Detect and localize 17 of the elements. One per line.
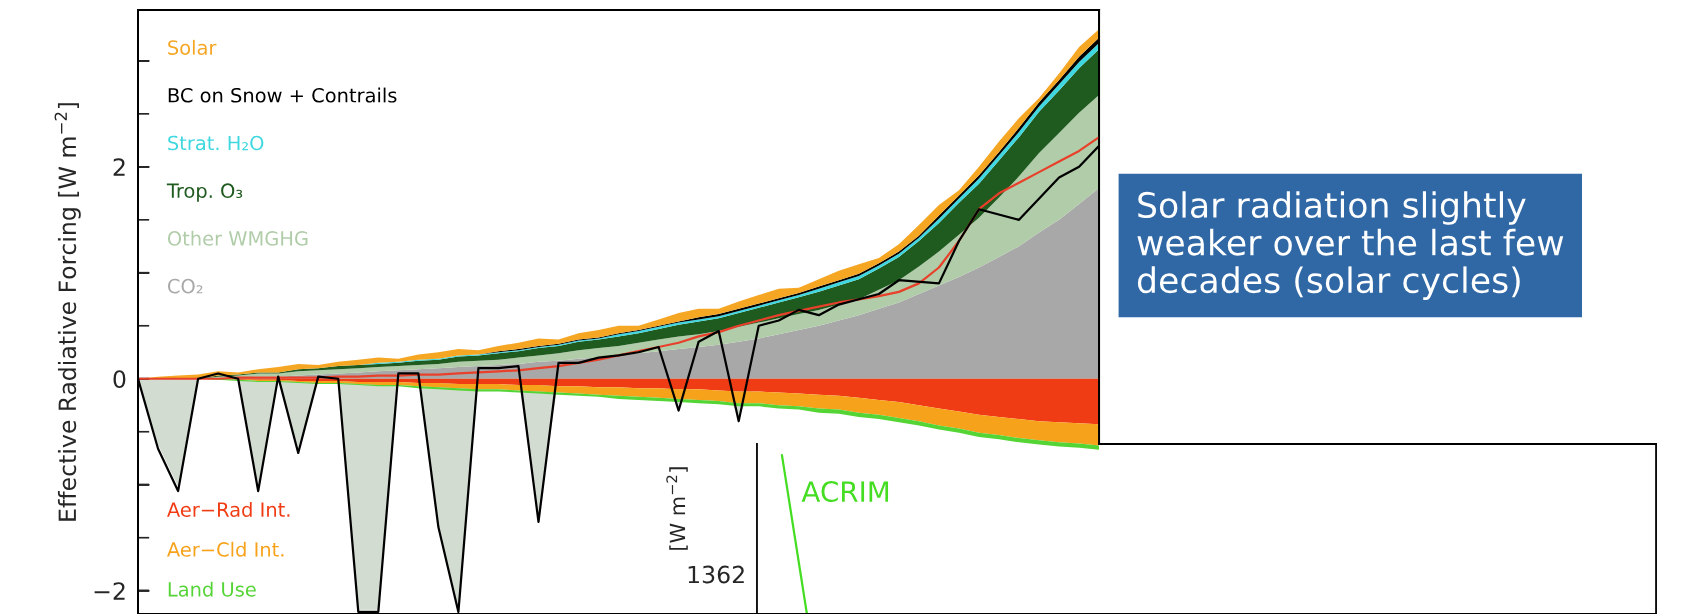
y-tick-label: 0 (113, 370, 126, 389)
text: BC on Snow + Contrails (168, 87, 397, 103)
y-axis-title: [W m$^{−2}$] (666, 467, 688, 550)
y-axis-title: Effective Radiative Forcing [W m$^{−2}$] (54, 103, 81, 521)
text: Solar (168, 39, 217, 55)
series-label: ACRIM (801, 481, 889, 503)
text: Aer−Rad Int. (167, 501, 290, 517)
y-tick-label: 2 (113, 158, 125, 176)
text: Solar radiation slightly weaker over the last few decades (solar cycles) (1137, 191, 1564, 300)
text: Other WMGHG (167, 230, 308, 246)
text: CO₂ (167, 278, 203, 294)
annotation: 1362 (688, 565, 744, 584)
y-tick-label: −2 (94, 582, 125, 600)
text: Strat. H₂O (168, 135, 264, 151)
text: Land Use (168, 581, 256, 597)
text: Aer−Cld Int. (167, 541, 284, 557)
text: Trop. O₃ (166, 183, 243, 202)
